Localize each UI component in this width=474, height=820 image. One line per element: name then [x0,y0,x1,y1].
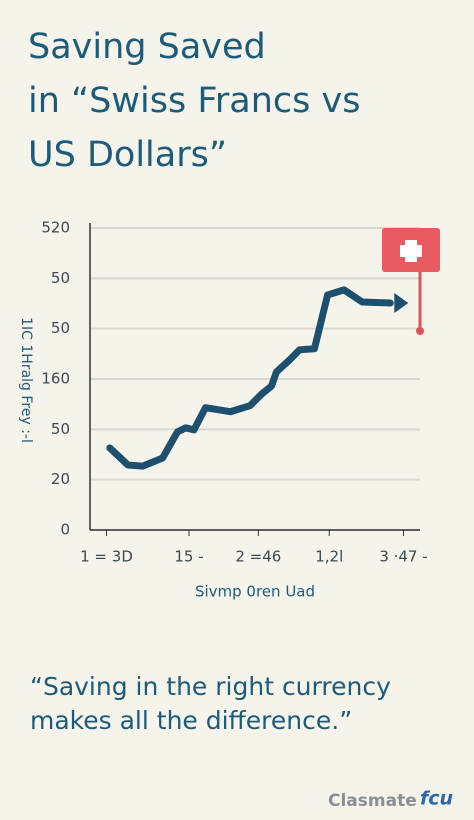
title-line: US Dollars” [28,135,227,175]
y-axis-label: 1IC 1Hralg Frey :-l [18,317,34,443]
x-tick-label: 15 - [174,548,203,566]
quote-line: “Saving in the right currency [30,672,391,701]
cross [400,245,422,257]
title-line: in “Swiss Francs vs [28,81,360,121]
x-axis-label: Sivmp 0ren Uad [195,583,315,601]
title: Saving Saved in “Swiss Francs vs US Doll… [28,27,360,175]
x-tick-label: 2 =46 [235,548,281,566]
brand-mark: fcu [420,788,453,810]
y-tick-label: 0 [60,521,70,539]
arrowhead [394,292,409,313]
flag [382,228,440,335]
title-line: Saving Saved [28,27,266,67]
y-tick-label: 50 [51,319,70,337]
y-tick-label: 20 [51,470,70,488]
line [106,286,394,470]
y-tick-label: 50 [51,269,70,287]
brand: Clasmate [328,791,417,811]
x-tick-label: 1 = 3D [80,548,133,566]
chart: 0 20 50 160 50 50 520 1 = 3D 15 - 2 =46 1,2l 3 ·47 … [18,219,428,601]
quote: “Saving in the right currency makes all … [30,672,391,735]
y-tick-label: 520 [41,219,70,237]
quote-line: makes all the difference.” [30,706,352,735]
x-tick-label: 1,2l [315,548,343,566]
y-tick-label: 160 [41,370,70,388]
x-tick-label: 3 ·47 - [379,548,427,566]
y-tick-label: 50 [51,420,70,438]
flag-dot [416,327,424,335]
